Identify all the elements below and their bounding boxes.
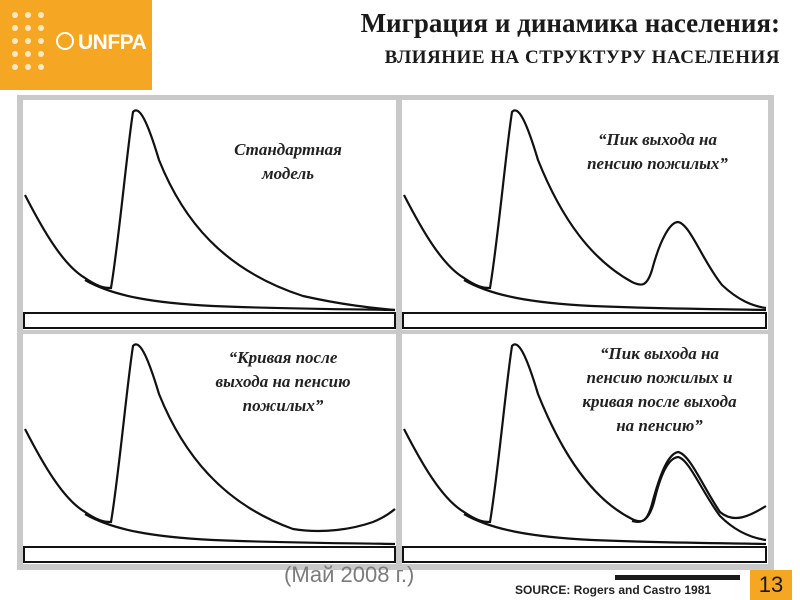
footer-divider [615, 575, 740, 580]
retirement-peak-curve [631, 455, 767, 542]
page-title: Миграция и динамика населения: [360, 8, 780, 38]
logo-dot [38, 64, 44, 70]
logo-dot [38, 25, 44, 31]
logo-dot [38, 12, 44, 18]
baseline-curve [84, 513, 396, 546]
logo-dots [12, 12, 52, 76]
standard-curve-chart [23, 109, 396, 329]
retirement-peak-chart [402, 109, 767, 329]
logo-dot [12, 12, 18, 18]
unfpa-logo: UNFPA [0, 0, 152, 90]
axis-bar [23, 312, 396, 329]
logo-dot [38, 38, 44, 44]
source-citation: SOURCE: Rogers and Castro 1981 [515, 583, 712, 597]
logo-dot [38, 51, 44, 57]
peak-and-curve-chart [402, 343, 767, 563]
date-note: (Май 2008 г.) [284, 562, 415, 587]
post-retirement-curve-chart [23, 343, 396, 563]
migration-curve [24, 109, 396, 312]
panel-retirement-peak: “Пик выхода на пенсию пожилых” [402, 100, 768, 330]
panel-peak-and-post-retirement: “Пик выхода на пенсию пожилых и кривая п… [402, 334, 768, 564]
logo-dot [12, 25, 18, 31]
logo-dot [25, 25, 31, 31]
axis-bar [402, 546, 767, 563]
baseline-curve [84, 279, 396, 312]
migration-schedule-figure: Стандартная модель “Пик выхода на пенсию… [17, 95, 774, 570]
baseline-curve [463, 279, 767, 312]
logo-dot [12, 38, 18, 44]
panel-caption: “Кривая после выхода на пенсию пожилых” [215, 348, 351, 415]
panel-caption: “Пик выхода на пенсию пожилых” [587, 130, 728, 173]
panel-caption: “Пик выхода на пенсию пожилых и кривая п… [582, 344, 737, 435]
logo-dot [25, 12, 31, 18]
logo-dot [25, 64, 31, 70]
logo-dot [12, 51, 18, 57]
logo-dot [25, 51, 31, 57]
un-emblem-icon [56, 32, 74, 50]
migration-curve [24, 343, 396, 533]
panel-caption: Стандартная модель [234, 140, 342, 183]
logo-text: UNFPA [78, 31, 147, 54]
page-number: 13 [750, 570, 792, 600]
panel-standard-model: Стандартная модель [23, 100, 396, 330]
panel-post-retirement-curve: “Кривая после выхода на пенсию пожилых” [23, 334, 396, 564]
baseline-curve [463, 513, 767, 546]
logo-dot [12, 64, 18, 70]
axis-bar [402, 312, 767, 329]
axis-bar [23, 546, 396, 563]
logo-dot [25, 38, 31, 44]
page-subtitle: ВЛИЯНИЕ НА СТРУКТУРУ НАСЕЛЕНИЯ [384, 47, 780, 68]
